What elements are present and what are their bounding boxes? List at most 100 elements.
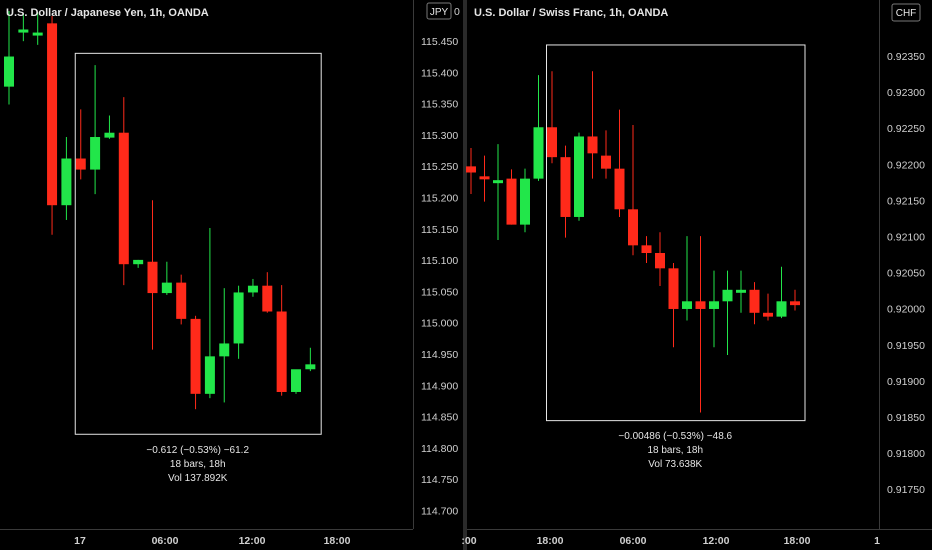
candle-body	[4, 56, 14, 87]
usdjpy-price-tick-label: 115.450	[421, 36, 458, 48]
usdchf-chart-pane[interactable]: −0.00486 (−0.53%) −48.6 18 bars, 18h Vol…	[466, 7, 806, 470]
usdjpy-candle	[118, 97, 129, 286]
candle-body	[749, 289, 760, 313]
pane-splitter[interactable]	[463, 0, 467, 550]
usdjpy-candle	[291, 369, 301, 394]
candle-body	[233, 292, 244, 344]
usdjpy-measure-change: −0.612 (−0.53%) −61.2	[146, 445, 249, 456]
usdjpy-price-ticks: 115.450 115.400 115.350 115.300 115.250 115.2…	[421, 36, 458, 518]
usdchf-candle	[628, 124, 638, 256]
usdjpy-candle	[161, 261, 172, 295]
usdjpy-price-tick-label: 115.250	[421, 161, 458, 173]
candle-body	[776, 301, 787, 317]
candle-body	[628, 209, 638, 246]
usdchf-candle	[520, 168, 530, 233]
usdchf-candle	[587, 71, 598, 179]
candle-body	[655, 253, 665, 269]
usdjpy-measure-box[interactable]	[74, 52, 322, 435]
usdjpy-price-tick-label: 115.100	[421, 255, 458, 267]
usdjpy-candles	[4, 11, 316, 410]
usdchf-candle	[709, 270, 719, 348]
usdchf-candle	[574, 132, 584, 221]
candle-body	[104, 132, 115, 138]
candle-body	[133, 259, 144, 265]
candle-body	[574, 136, 584, 217]
usdchf-measure-tool[interactable]: −0.00486 (−0.53%) −48.6 18 bars, 18h Vol…	[546, 44, 806, 470]
usdchf-candle	[601, 130, 611, 179]
usdjpy-chart-pane[interactable]: −0.612 (−0.53%) −61.2 18 bars, 18h Vol 1…	[4, 7, 322, 484]
usdchf-price-tick-label: 0.91900	[887, 376, 925, 388]
usdjpy-price-tick-label: 115.150	[421, 224, 458, 236]
candle-body	[147, 261, 158, 294]
usdjpy-candle	[47, 15, 58, 235]
usdchf-candles	[466, 71, 800, 413]
usdchf-time-tick-label: 12:00	[703, 535, 730, 547]
usdchf-candle	[479, 155, 490, 202]
candle-body	[161, 282, 172, 294]
usdchf-candle	[695, 236, 706, 413]
candle-body	[466, 166, 476, 173]
candle-body	[47, 23, 58, 206]
usdchf-candle	[722, 270, 733, 355]
candle-body	[533, 127, 544, 179]
chf-currency-badge[interactable]	[891, 3, 921, 22]
usdjpy-candle	[305, 347, 316, 372]
usdchf-price-tick-label: 0.92300	[887, 87, 925, 99]
candle-body	[641, 245, 652, 253]
usdjpy-time-tick-label: 17	[74, 535, 86, 547]
usdjpy-time-tick-label: 18:00	[324, 535, 351, 547]
candle-body	[219, 343, 230, 357]
usdjpy-candle	[247, 278, 258, 297]
usdchf-price-tick-label: 0.92200	[887, 159, 925, 171]
candle-body	[291, 369, 301, 392]
usdchf-candle	[533, 75, 544, 181]
usdchf-price-axis[interactable]: 0.92350 0.92300 0.92250 0.92200 0.92150 0.921…	[879, 0, 926, 529]
candle-body	[61, 158, 72, 206]
usdchf-measure-change: −0.00486 (−0.53%) −48.6	[618, 431, 732, 442]
usdjpy-price-tick-label: 115.400	[421, 67, 458, 79]
usdchf-price-tick-label: 0.91850	[887, 412, 925, 424]
usdjpy-candle	[61, 137, 72, 220]
usdchf-time-tick-label: 18:00	[784, 535, 811, 547]
usdjpy-price-axis[interactable]: 115.450 115.400 115.350 115.300 115.250 115.2…	[413, 0, 461, 529]
usdjpy-time-tick-label: 12:00	[239, 535, 266, 547]
usdjpy-candle	[276, 285, 287, 396]
usdjpy-measure-tool[interactable]: −0.612 (−0.53%) −61.2 18 bars, 18h Vol 1…	[74, 52, 322, 484]
usdchf-price-tick-label: 0.92250	[887, 123, 925, 135]
usdjpy-time-tick-label: 06:00	[152, 535, 179, 547]
candle-body	[722, 289, 733, 302]
usdchf-candle	[776, 266, 787, 319]
usdjpy-candle	[219, 288, 230, 403]
usdchf-candle	[668, 262, 679, 348]
usdjpy-candle	[204, 227, 215, 399]
candle-body	[276, 311, 287, 392]
usdjpy-price-tick-label: 114.900	[421, 380, 458, 392]
candle-body	[176, 282, 187, 319]
usdjpy-time-axis[interactable]: 17 06:00 12:00 18:00	[0, 529, 413, 548]
usdjpy-clipped-price-label: 0	[454, 6, 460, 18]
usdjpy-candle	[104, 115, 115, 139]
usdchf-measure-volume: Vol 73.638K	[648, 459, 702, 470]
usdchf-price-tick-label: 0.92150	[887, 195, 925, 207]
usdjpy-candle	[75, 109, 86, 180]
usdchf-candle	[736, 270, 746, 313]
usdchf-candle	[790, 289, 800, 311]
candle-body	[547, 127, 557, 158]
usdjpy-price-tick-label: 115.200	[421, 193, 458, 205]
candle-body	[587, 136, 598, 154]
usdchf-time-tick-label: :00	[461, 535, 476, 547]
candle-body	[204, 356, 215, 394]
usdchf-price-ticks: 0.92350 0.92300 0.92250 0.92200 0.92150 0.921…	[887, 51, 925, 496]
candle-body	[479, 176, 490, 180]
usdjpy-price-tick-label: 115.050	[421, 286, 458, 298]
usdjpy-candle	[4, 11, 14, 105]
usdchf-candle	[493, 144, 503, 240]
candle-body	[560, 157, 571, 217]
candle-body	[305, 364, 316, 370]
candle-body	[90, 137, 101, 170]
usdchf-measure-box[interactable]	[546, 44, 806, 422]
usdjpy-measure-volume: Vol 137.892K	[168, 473, 228, 484]
usdchf-time-axis[interactable]: :00 18:00 06:00 12:00 18:00 1	[461, 529, 932, 548]
candle-body	[709, 301, 719, 309]
jpy-currency-badge[interactable]	[426, 2, 452, 20]
